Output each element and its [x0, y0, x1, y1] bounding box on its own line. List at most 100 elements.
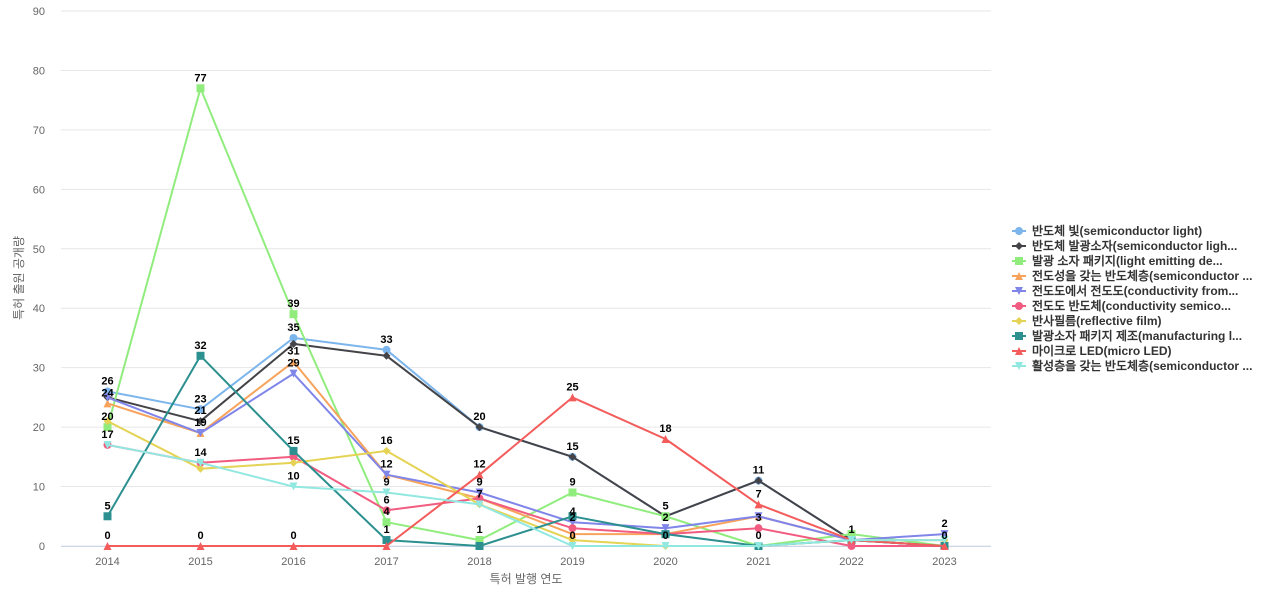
data-point: [661, 542, 670, 550]
data-point: [289, 357, 298, 366]
data-point: [847, 536, 856, 545]
legend-swatch-marker: [1015, 362, 1023, 370]
data-point: [568, 530, 577, 539]
data-point: [103, 423, 112, 432]
legend-item[interactable]: 발광소자 패키지 제조(manufacturing l...: [1012, 328, 1242, 343]
data-point: [196, 464, 205, 473]
data-point: [940, 530, 949, 539]
legend-item[interactable]: 전도성을 갖는 반도체층(semiconductor ...: [1012, 268, 1252, 283]
data-label: 0: [290, 530, 296, 542]
data-label: 0: [197, 530, 203, 542]
data-point: [103, 440, 112, 449]
data-point: [289, 446, 298, 455]
data-point: [382, 470, 391, 479]
data-label: 26: [101, 375, 113, 387]
data-label: 1: [476, 524, 482, 536]
data-point: [661, 512, 670, 521]
series-line: [107, 443, 945, 547]
data-label: 4: [383, 506, 390, 518]
series-line: [107, 443, 945, 547]
series-3: [103, 84, 949, 550]
data-point: [103, 393, 112, 402]
legend-label: 전도도에서 전도도(conductivity from...: [1032, 283, 1238, 298]
data-point: [196, 84, 205, 93]
data-point: [103, 512, 112, 521]
data-label: 9: [476, 477, 482, 489]
data-label: 5: [104, 500, 110, 512]
legend-label: 전도성을 갖는 반도체층(semiconductor ...: [1032, 268, 1252, 283]
data-point: [382, 446, 391, 455]
data-point: [847, 530, 856, 539]
data-label: 2: [662, 512, 668, 524]
legend-swatch-marker: [1015, 302, 1023, 310]
data-label: 20: [101, 411, 113, 423]
data-point: [475, 470, 484, 479]
data-point: [196, 542, 205, 550]
legend-item[interactable]: 마이크로 LED(micro LED): [1012, 343, 1172, 358]
legend-item[interactable]: 발광 소자 패키지(light emitting de...: [1012, 253, 1223, 268]
data-point: [568, 452, 577, 461]
data-label: 7: [755, 488, 761, 500]
legend-swatch-marker: [1015, 242, 1023, 250]
data-point: [568, 524, 577, 533]
data-point: [289, 339, 298, 348]
data-point: [475, 542, 484, 550]
data-point: [196, 351, 205, 360]
data-label: 11: [753, 465, 765, 477]
data-point: [754, 500, 763, 509]
data-label: 0: [569, 530, 575, 542]
data-label: 10: [287, 471, 299, 483]
y-tick-label: 20: [33, 422, 45, 434]
data-point: [382, 518, 391, 527]
data-point: [103, 399, 112, 408]
legend-item[interactable]: 반도체 빛(semiconductor light): [1012, 223, 1202, 238]
data-label: 6: [383, 494, 389, 506]
legend-item[interactable]: 반도체 발광소자(semiconductor ligh...: [1012, 238, 1237, 253]
legend-item[interactable]: 활성층을 갖는 반도체층(semiconductor ...: [1012, 358, 1252, 373]
legend-item[interactable]: 반사필름(reflective film): [1012, 313, 1162, 328]
y-tick-label: 50: [33, 244, 45, 256]
data-label: 4: [569, 506, 576, 518]
data-label: 7: [476, 488, 482, 500]
y-tick-label: 80: [33, 65, 45, 77]
grid-lines: [61, 10, 991, 547]
data-label: 0: [104, 530, 110, 542]
series-2: [103, 339, 949, 550]
legend-label: 마이크로 LED(micro LED): [1032, 343, 1172, 358]
series-10: [103, 440, 949, 550]
legend-swatch-marker: [1015, 317, 1023, 325]
legend: 반도체 빛(semiconductor light)반도체 발광소자(semic…: [1012, 223, 1252, 373]
data-label: 20: [473, 411, 485, 423]
data-label: 1: [848, 524, 854, 536]
y-tick-label: 0: [39, 541, 45, 553]
x-tick-label: 2019: [560, 556, 584, 568]
data-label: 12: [473, 459, 485, 471]
data-point: [196, 429, 205, 438]
legend-item[interactable]: 전도도에서 전도도(conductivity from...: [1012, 283, 1238, 298]
data-point: [754, 524, 763, 533]
data-point: [661, 435, 670, 443]
data-point: [568, 393, 577, 402]
data-label: 2: [569, 512, 575, 524]
legend-label: 반도체 빛(semiconductor light): [1032, 223, 1202, 238]
data-point: [754, 476, 763, 485]
data-point: [289, 458, 298, 467]
series-line: [107, 372, 945, 542]
data-label: 18: [659, 423, 671, 435]
legend-item[interactable]: 전도도 반도체(conductivity semico...: [1012, 298, 1231, 313]
x-tick-label: 2021: [746, 556, 770, 568]
data-label: 0: [662, 530, 668, 542]
series-line: [106, 87, 945, 547]
data-label: 0: [941, 530, 947, 542]
data-label: 29: [287, 358, 299, 370]
data-point: [754, 542, 763, 550]
data-label: 16: [380, 435, 392, 447]
x-tick-label: 2020: [653, 556, 677, 568]
data-point: [661, 524, 670, 533]
data-label: 39: [287, 298, 299, 310]
data-label: 9: [569, 477, 575, 489]
data-label: 9: [383, 477, 389, 489]
series-group: [103, 84, 949, 550]
